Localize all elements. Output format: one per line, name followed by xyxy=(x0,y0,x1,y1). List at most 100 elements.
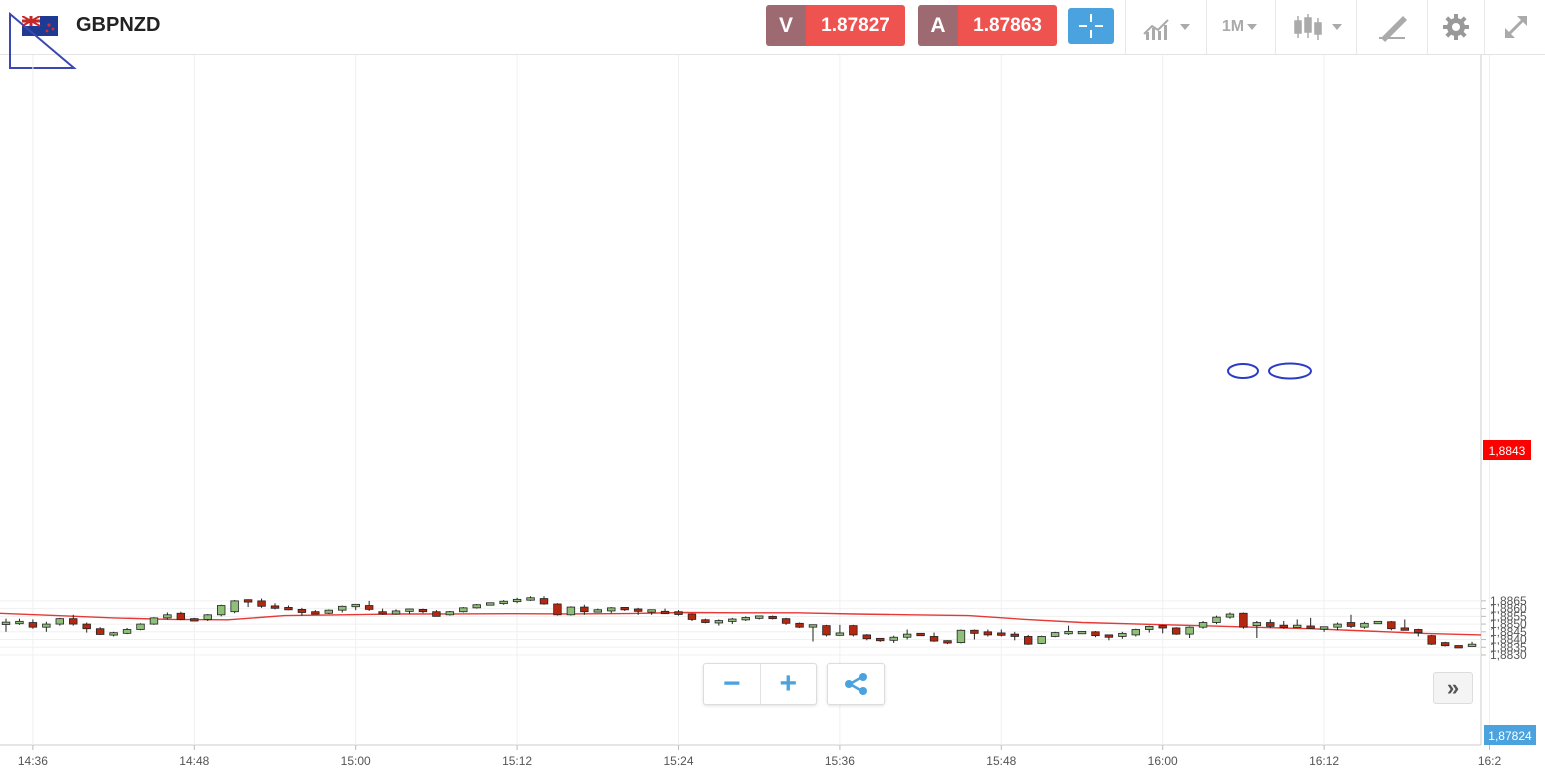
candle-body xyxy=(351,603,360,608)
indicators-icon xyxy=(1143,19,1190,40)
candle-body xyxy=(970,629,979,634)
candle-body xyxy=(1279,624,1288,628)
y-tick-label: 1,8865 xyxy=(1490,594,1527,608)
gear-icon xyxy=(1443,14,1469,40)
scroll-right-icon: » xyxy=(1446,675,1460,700)
sell-label: V xyxy=(766,5,806,46)
timeframe-label: 1M xyxy=(1221,18,1245,35)
candle-body xyxy=(929,636,939,642)
candle-body xyxy=(1400,627,1409,631)
candle-body xyxy=(889,636,898,641)
candle-body xyxy=(1319,626,1329,630)
candle-body xyxy=(553,603,562,616)
candle-body xyxy=(808,624,818,628)
price-chart[interactable]: 1,88301,88351,88401,88451,88501,88551,88… xyxy=(0,55,1545,781)
fullscreen-icon xyxy=(1504,16,1527,38)
candle-body xyxy=(364,605,374,610)
candle-body xyxy=(1104,634,1114,638)
timeframe-dropdown[interactable]: 1M xyxy=(1206,0,1275,54)
y-tick-label: 1,8855 xyxy=(1490,609,1527,623)
price-axis[interactable]: 1,88301,88351,88401,88451,88501,88551,88… xyxy=(1481,594,1527,662)
y-tick-label: 1,8845 xyxy=(1490,625,1527,639)
candle-body xyxy=(822,625,831,636)
time-axis[interactable]: 14:36 14:48 15:00 15:12 15:24 15:36 15:48 16:00… xyxy=(18,745,1502,768)
candle-body xyxy=(1,621,11,625)
candle-body xyxy=(1037,636,1046,644)
candle-body xyxy=(82,623,91,630)
candle-body xyxy=(243,599,253,603)
candle-body xyxy=(418,608,428,613)
candle-body xyxy=(1171,627,1181,635)
scroll-right-button[interactable]: » xyxy=(1433,672,1473,704)
candle-body xyxy=(1373,620,1383,625)
chart-type-button[interactable] xyxy=(1275,0,1356,54)
candle-body xyxy=(902,633,912,638)
y-tick-label: 1,8840 xyxy=(1490,633,1527,647)
candle-body xyxy=(647,609,656,613)
candle-body xyxy=(1024,636,1033,645)
buy-quote-button[interactable]: A 1.87863 xyxy=(918,5,1057,46)
candle-body xyxy=(472,604,481,609)
candle-body xyxy=(230,600,239,613)
candle-body xyxy=(593,609,602,613)
candle-body xyxy=(687,613,697,620)
candle-body xyxy=(620,607,629,611)
candle-body xyxy=(109,632,118,636)
candle-body xyxy=(378,611,387,615)
share-button[interactable] xyxy=(827,663,885,705)
candle-body xyxy=(1050,632,1060,637)
y-tick-label: 1,8850 xyxy=(1490,617,1527,631)
candle-body xyxy=(943,640,952,644)
candle-body xyxy=(728,618,737,622)
candle-body xyxy=(755,615,764,619)
candle-body xyxy=(956,629,966,644)
drawing-icon xyxy=(1379,16,1407,42)
candle-body xyxy=(311,611,320,615)
candle-body xyxy=(176,612,186,620)
sell-price: 1.87827 xyxy=(806,5,905,46)
candle-body xyxy=(876,637,885,642)
candle-body xyxy=(1360,622,1369,628)
candle-body xyxy=(1306,625,1315,629)
candle-body xyxy=(633,608,643,612)
candle-body xyxy=(660,610,670,615)
candle-body xyxy=(485,602,495,606)
crosshair-button[interactable] xyxy=(1068,8,1114,44)
price-badges: 1,8843 1,87824 xyxy=(1483,440,1536,745)
last-price-badge xyxy=(1483,440,1531,460)
fullscreen-button[interactable] xyxy=(1484,0,1545,54)
indicators-button[interactable] xyxy=(1125,0,1206,54)
symbol-title[interactable]: GBPNZD xyxy=(76,14,161,36)
annotation-ellipse xyxy=(1268,362,1312,380)
candle-body xyxy=(512,598,522,603)
x-tick-label: 15:12 xyxy=(502,754,532,768)
x-tick-label: 14:36 xyxy=(18,754,48,768)
candle-body xyxy=(136,623,145,630)
candle-body xyxy=(714,620,724,624)
sell-quote-button[interactable]: V 1.87827 xyxy=(766,5,905,46)
x-tick-label: 15:36 xyxy=(825,754,855,768)
settings-button[interactable] xyxy=(1427,0,1484,54)
x-tick-label: 14:48 xyxy=(179,754,209,768)
candle-body xyxy=(284,607,293,611)
candle-body xyxy=(163,614,172,619)
candle-body xyxy=(1454,645,1463,649)
candles-layer xyxy=(1,596,1477,649)
candle-body xyxy=(1158,625,1167,629)
candle-body xyxy=(1145,625,1154,630)
candle-body xyxy=(1064,630,1073,635)
candle-body xyxy=(795,622,804,628)
moving-average-line xyxy=(0,611,1482,636)
candle-body xyxy=(1077,630,1087,635)
zoom-in-button[interactable]: + xyxy=(761,664,817,704)
zoom-out-button[interactable]: − xyxy=(704,664,761,704)
candle-body xyxy=(701,619,710,623)
y-tick-label: 1,8835 xyxy=(1490,640,1527,654)
y-tick-label: 1,8830 xyxy=(1490,648,1527,662)
candle-body xyxy=(1293,624,1302,628)
drawing-tools-button[interactable] xyxy=(1356,0,1427,54)
candle-body xyxy=(95,628,105,635)
last-price-label: 1,8843 xyxy=(1489,444,1526,458)
candle-body xyxy=(849,625,858,636)
candle-body xyxy=(1333,623,1342,628)
